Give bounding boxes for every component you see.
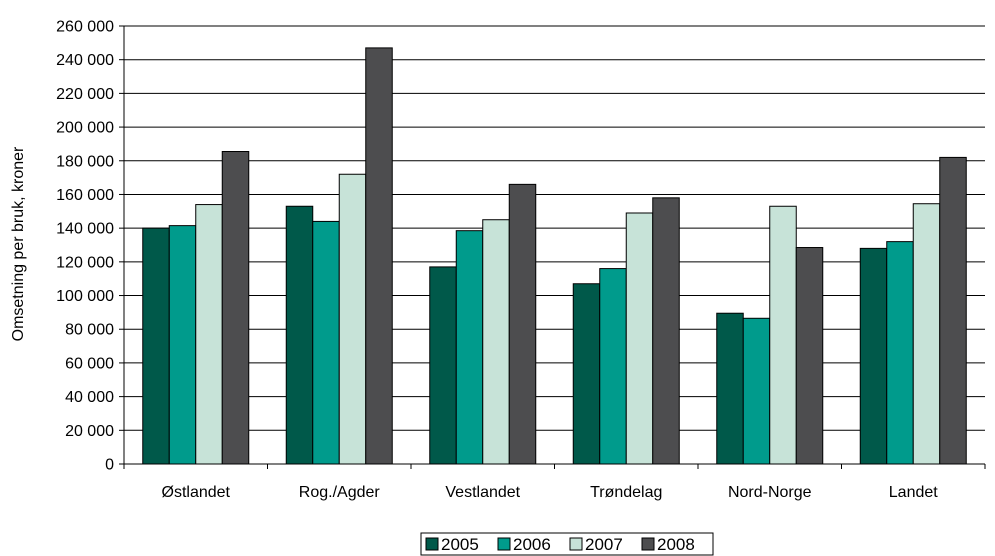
bar-2007 <box>195 204 223 465</box>
axes <box>119 25 986 469</box>
bar-2006 <box>455 230 484 465</box>
y-tick-label: 220 000 <box>56 86 114 103</box>
y-tick-label: 240 000 <box>56 52 114 69</box>
y-tick-label: 40 000 <box>65 389 114 406</box>
x-category-labels: Østlandet Rog./Agder Vestlandet Trøndelag No… <box>162 484 939 501</box>
y-tick-label: 80 000 <box>65 322 114 339</box>
x-category-label: Landet <box>889 484 938 501</box>
y-tick-label: 260 000 <box>56 19 114 36</box>
bar-2005 <box>429 266 457 465</box>
bar-2007 <box>482 219 510 465</box>
x-category-label: Trøndelag <box>590 484 662 501</box>
bar-2006 <box>886 241 914 465</box>
bar-2006 <box>742 317 771 465</box>
legend-swatch <box>641 537 655 551</box>
legend-label: 2007 <box>585 535 623 554</box>
y-tick-label: 20 000 <box>65 423 114 440</box>
bar-2005 <box>142 227 170 465</box>
bar-2005 <box>572 283 601 465</box>
y-tick-label: 200 000 <box>56 120 114 137</box>
x-category-label: Nord-Norge <box>728 484 812 501</box>
bar-2006 <box>312 220 340 465</box>
bar-2007 <box>625 212 654 465</box>
y-tick-label: 180 000 <box>56 153 114 170</box>
bar-2008 <box>221 151 250 465</box>
bar-2007 <box>912 203 941 465</box>
y-tick-labels: 0 20 000 40 000 60 000 80 000 100 000 120 000 1… <box>56 19 114 474</box>
x-category-label: Vestlandet <box>445 484 520 501</box>
legend: 2005 2006 2007 2008 <box>420 532 714 556</box>
bar-2005 <box>285 205 314 465</box>
y-tick-label: 120 000 <box>56 254 114 271</box>
x-category-label: Rog./Agder <box>299 484 381 501</box>
bar-2005 <box>716 312 744 465</box>
bar-2005 <box>859 247 888 465</box>
legend-label: 2005 <box>441 535 479 554</box>
bars <box>142 47 967 465</box>
bar-2006 <box>168 225 197 465</box>
legend-label: 2006 <box>513 535 551 554</box>
y-tick-label: 0 <box>105 457 114 474</box>
y-tick-label: 60 000 <box>65 355 114 372</box>
bar-2006 <box>599 268 627 465</box>
bar-2008 <box>365 47 393 465</box>
bar-2007 <box>338 173 367 465</box>
legend-label: 2008 <box>657 535 695 554</box>
legend-swatch <box>497 537 511 551</box>
y-tick-label: 100 000 <box>56 288 114 305</box>
bar-2008 <box>508 183 537 465</box>
y-axis-label: Omsetning per bruk, kroner <box>10 146 27 341</box>
bar-2008 <box>652 197 680 465</box>
legend-swatch <box>425 537 439 551</box>
y-tick-label: 160 000 <box>56 187 114 204</box>
bar-2008 <box>795 247 824 465</box>
bar-2007 <box>769 205 797 465</box>
y-tick-label: 140 000 <box>56 221 114 238</box>
legend-swatch <box>569 537 583 551</box>
gridlines <box>124 25 985 431</box>
x-category-label: Østlandet <box>162 484 231 501</box>
bar-2008 <box>939 156 967 465</box>
legend-box <box>420 532 714 556</box>
